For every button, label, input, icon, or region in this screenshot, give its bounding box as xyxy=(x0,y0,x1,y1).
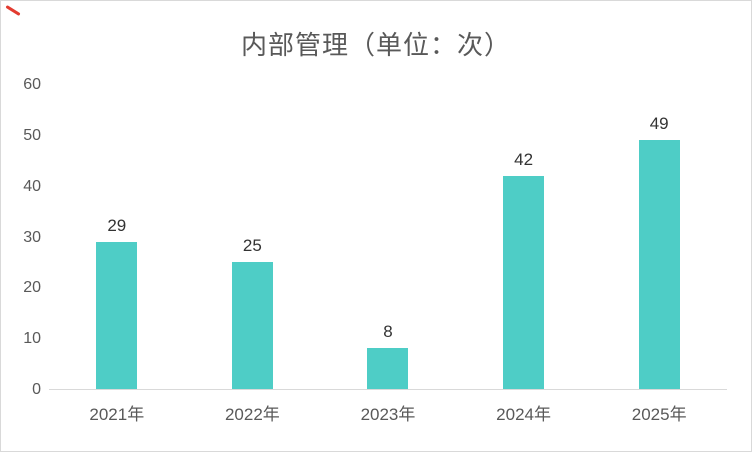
bar xyxy=(96,241,138,389)
y-tick-label: 10 xyxy=(23,330,41,348)
x-tick-label: 2022年 xyxy=(224,405,280,424)
chart-title: 内部管理（单位：次） xyxy=(240,30,511,60)
x-tick-label: 2025年 xyxy=(631,405,687,424)
bar xyxy=(638,139,680,389)
y-axis: 0 10 20 30 40 50 60 xyxy=(15,76,49,398)
bar-group: 42 xyxy=(456,84,592,389)
y-tick-label: 20 xyxy=(23,279,41,297)
plot-area: 29 25 8 42 49 xyxy=(49,84,727,390)
bar-group: 29 xyxy=(49,84,185,389)
x-tick-label: 2023年 xyxy=(360,405,416,424)
bar-data-label: 25 xyxy=(242,235,262,255)
bar-data-label: 42 xyxy=(514,149,534,169)
bar-group: 49 xyxy=(591,84,727,389)
y-tick-label: 30 xyxy=(23,228,41,246)
bar-data-label: 8 xyxy=(383,322,393,342)
bar xyxy=(367,348,409,389)
y-tick-label: 40 xyxy=(23,177,41,195)
chart-body: 0 10 20 30 40 50 60 29 25 8 42 49 xyxy=(15,76,727,398)
x-axis: 2021年 2022年 2023年 2024年 2025年 xyxy=(49,390,727,425)
bar-group: 25 xyxy=(185,84,321,389)
bar-data-label: 49 xyxy=(649,113,669,133)
bar-group: 8 xyxy=(320,84,456,389)
y-tick-label: 60 xyxy=(23,76,41,93)
bar-data-label: 29 xyxy=(107,215,127,235)
x-tick-label: 2021年 xyxy=(89,405,145,424)
bar xyxy=(503,175,545,389)
y-tick-label: 0 xyxy=(32,381,41,398)
bar xyxy=(231,261,273,389)
y-tick-label: 50 xyxy=(23,126,41,144)
x-tick-label: 2024年 xyxy=(496,405,551,424)
